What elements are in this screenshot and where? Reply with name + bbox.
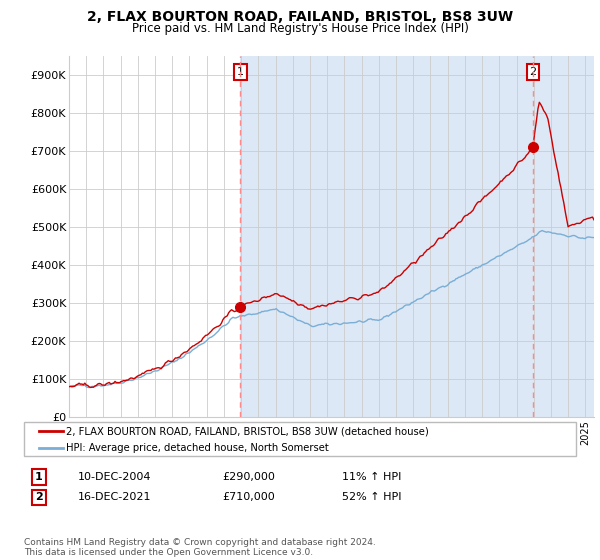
Bar: [240, 56, 594, 417]
Text: 52% ↑ HPI: 52% ↑ HPI: [342, 492, 401, 502]
Text: HPI: Average price, detached house, North Somerset: HPI: Average price, detached house, Nort…: [66, 443, 329, 452]
Text: 1: 1: [35, 472, 43, 482]
Text: £710,000: £710,000: [222, 492, 275, 502]
Text: Price paid vs. HM Land Registry's House Price Index (HPI): Price paid vs. HM Land Registry's House …: [131, 22, 469, 35]
Text: 2: 2: [35, 492, 43, 502]
Text: 1: 1: [237, 67, 244, 77]
Text: 11% ↑ HPI: 11% ↑ HPI: [342, 472, 401, 482]
Text: 10-DEC-2004: 10-DEC-2004: [78, 472, 151, 482]
Text: 2: 2: [529, 67, 536, 77]
Text: Contains HM Land Registry data © Crown copyright and database right 2024.
This d: Contains HM Land Registry data © Crown c…: [24, 538, 376, 557]
Text: 2, FLAX BOURTON ROAD, FAILAND, BRISTOL, BS8 3UW: 2, FLAX BOURTON ROAD, FAILAND, BRISTOL, …: [87, 10, 513, 24]
Text: 2, FLAX BOURTON ROAD, FAILAND, BRISTOL, BS8 3UW (detached house): 2, FLAX BOURTON ROAD, FAILAND, BRISTOL, …: [66, 426, 429, 436]
Text: £290,000: £290,000: [222, 472, 275, 482]
Text: 16-DEC-2021: 16-DEC-2021: [78, 492, 151, 502]
